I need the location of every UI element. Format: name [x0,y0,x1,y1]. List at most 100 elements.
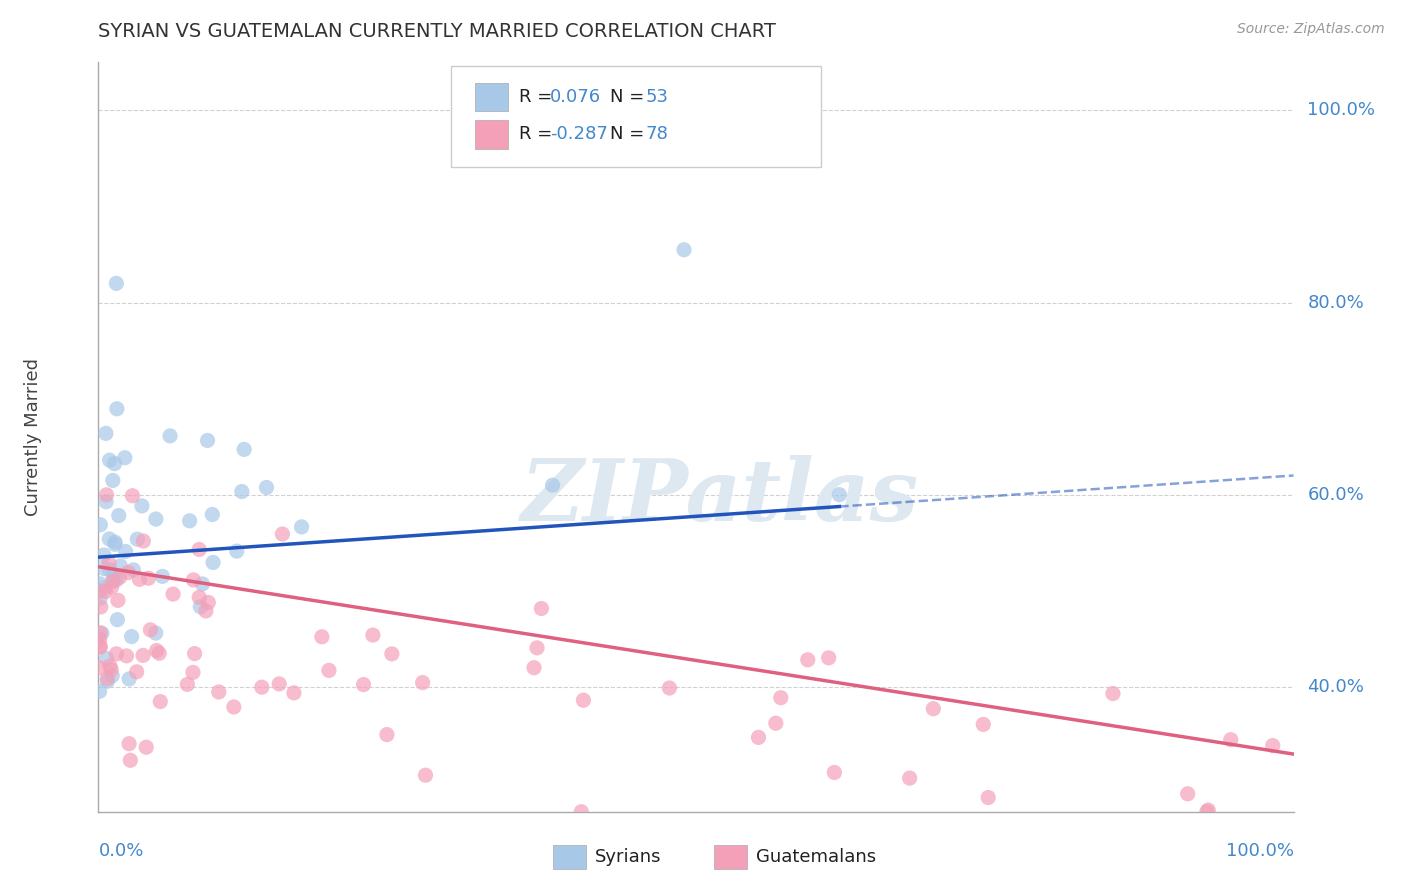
Point [231,484,253,499]
Point [114,450,136,465]
Text: 53: 53 [645,88,669,106]
Point [118,737,141,751]
Point [127,532,149,546]
Point [188,542,211,557]
Point [412,675,434,690]
Point [108,570,131,584]
Point [96,651,118,665]
Point [828,488,851,502]
Point [148,646,170,660]
Point [572,693,595,707]
Point [673,243,696,257]
Point [145,626,167,640]
Point [256,481,278,495]
Point [250,680,273,694]
Point [375,728,398,742]
Point [191,577,214,591]
Point [225,544,247,558]
Point [769,690,792,705]
Bar [475,120,509,149]
Point [90,599,112,614]
Point [98,453,121,467]
Text: ZIPatlas: ZIPatlas [520,455,920,539]
Point [125,665,148,679]
Point [233,442,256,457]
Point [523,661,546,675]
Point [98,659,121,673]
Point [104,537,127,551]
Point [89,640,111,654]
Point [541,478,564,492]
Point [131,499,153,513]
Point [100,580,122,594]
Point [269,677,291,691]
Point [291,520,314,534]
Point [149,695,172,709]
Point [128,572,150,586]
Point [197,434,219,448]
Point [96,674,118,689]
Point [93,548,115,562]
Point [104,535,127,549]
Point [823,765,845,780]
Point [208,685,231,699]
Text: N =: N = [610,88,650,106]
Point [179,514,201,528]
Point [747,731,769,745]
Point [181,665,204,680]
Text: 80.0%: 80.0% [1308,293,1364,311]
Point [101,668,124,682]
Point [188,591,211,605]
Text: 0.0%: 0.0% [98,842,143,860]
Point [100,663,122,677]
Point [361,628,384,642]
Point [526,640,548,655]
Point [101,574,124,589]
Point [1261,739,1284,753]
Text: 100.0%: 100.0% [1226,842,1294,860]
Text: 60.0%: 60.0% [1308,486,1364,504]
Point [89,577,111,591]
Point [118,672,141,686]
Point [94,426,117,441]
Point [197,595,219,609]
Point [105,277,128,291]
Point [972,717,994,731]
Point [222,700,245,714]
Text: 78: 78 [645,126,669,144]
Point [121,489,143,503]
Point [122,563,145,577]
Point [107,593,129,607]
Point [194,604,217,618]
Point [94,495,117,509]
Point [922,702,945,716]
Point [105,573,128,587]
Point [176,677,198,691]
Point [353,677,375,691]
Point [96,672,118,686]
Point [107,613,129,627]
Point [132,534,155,549]
Point [105,647,128,661]
Point [89,640,111,654]
Point [93,561,115,575]
Point [1195,805,1218,819]
Point [530,601,553,615]
Point [105,401,128,416]
Point [162,587,184,601]
Point [115,648,138,663]
Point [1197,803,1219,817]
Point [765,716,787,731]
Text: 40.0%: 40.0% [1308,678,1364,696]
Point [94,584,117,599]
Point [89,632,111,647]
Point [101,474,124,488]
Point [107,508,129,523]
Point [415,768,437,782]
Point [145,512,167,526]
Point [202,556,225,570]
Text: 100.0%: 100.0% [1308,102,1375,120]
Point [93,581,115,595]
Point [658,681,681,695]
Point [183,647,205,661]
